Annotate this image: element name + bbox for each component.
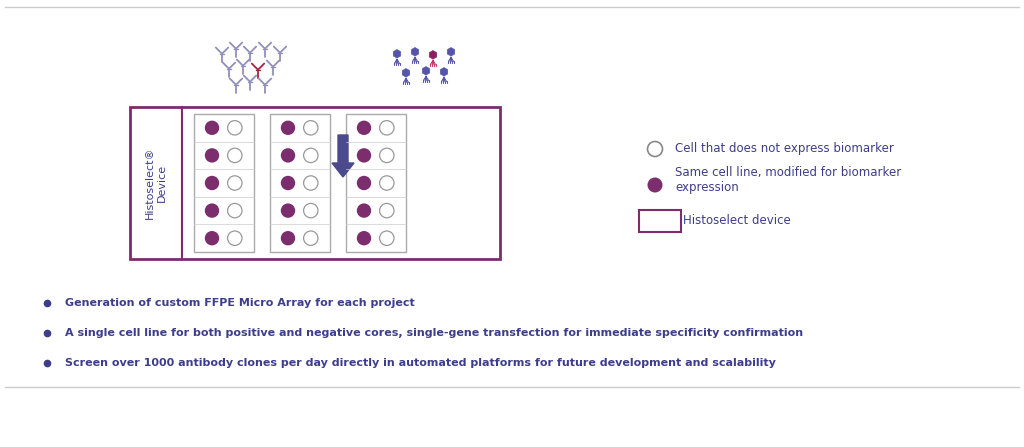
Circle shape — [281, 203, 295, 218]
Bar — [346, 114, 406, 252]
Polygon shape — [429, 51, 437, 59]
Polygon shape — [402, 68, 410, 77]
Circle shape — [380, 121, 394, 135]
Text: A single cell line for both positive and negative cores, single-gene transfectio: A single cell line for both positive and… — [65, 328, 803, 338]
Text: Screen over 1000 antibody clones per day directly in automated platforms for fut: Screen over 1000 antibody clones per day… — [65, 358, 776, 368]
Circle shape — [205, 148, 219, 163]
Circle shape — [227, 148, 242, 163]
Text: Cell that does not express biomarker: Cell that does not express biomarker — [675, 143, 894, 156]
Bar — [130, 107, 500, 259]
Polygon shape — [447, 47, 455, 56]
Circle shape — [205, 231, 219, 245]
Circle shape — [356, 231, 372, 245]
Circle shape — [227, 203, 242, 218]
Circle shape — [380, 203, 394, 218]
FancyArrow shape — [332, 135, 354, 177]
Circle shape — [647, 177, 663, 193]
Circle shape — [205, 203, 219, 218]
Circle shape — [356, 148, 372, 163]
Polygon shape — [412, 47, 419, 56]
Circle shape — [281, 148, 295, 163]
Text: Histoselect®
Device: Histoselect® Device — [145, 147, 167, 219]
Circle shape — [227, 176, 242, 190]
Text: Histoselect device: Histoselect device — [683, 215, 791, 228]
Circle shape — [380, 176, 394, 190]
Polygon shape — [393, 50, 400, 58]
Text: Hybridomas: Hybridomas — [215, 110, 295, 123]
Circle shape — [281, 231, 295, 245]
Circle shape — [356, 121, 372, 135]
Circle shape — [281, 176, 295, 190]
Circle shape — [303, 148, 318, 163]
Circle shape — [227, 121, 242, 135]
Text: Phage-display: Phage-display — [378, 110, 472, 123]
Polygon shape — [440, 67, 447, 76]
Circle shape — [303, 176, 318, 190]
Circle shape — [303, 121, 318, 135]
Circle shape — [647, 142, 663, 156]
Circle shape — [205, 176, 219, 190]
Circle shape — [227, 231, 242, 245]
Circle shape — [281, 121, 295, 135]
Polygon shape — [422, 67, 430, 75]
Text: or: or — [336, 110, 350, 123]
Bar — [194, 114, 254, 252]
Circle shape — [380, 231, 394, 245]
Bar — [639, 210, 681, 232]
Circle shape — [303, 231, 318, 245]
Text: Generation of custom FFPE Micro Array for each project: Generation of custom FFPE Micro Array fo… — [65, 298, 415, 308]
Circle shape — [380, 148, 394, 163]
Circle shape — [356, 176, 372, 190]
Text: Same cell line, modified for biomarker
expression: Same cell line, modified for biomarker e… — [675, 166, 901, 194]
Circle shape — [303, 203, 318, 218]
Circle shape — [356, 203, 372, 218]
Circle shape — [205, 121, 219, 135]
Bar — [270, 114, 330, 252]
